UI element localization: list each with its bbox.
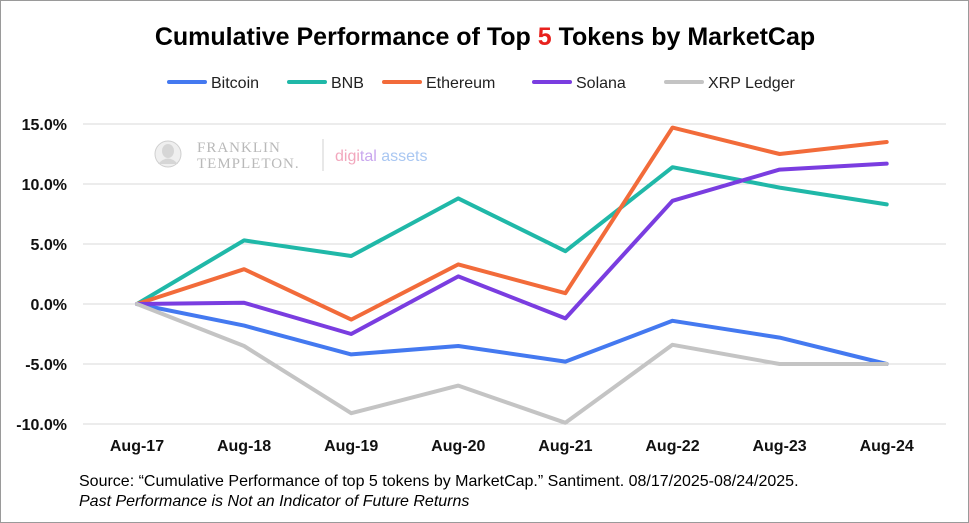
legend-label-bnb: BNB <box>331 75 364 92</box>
series-lines <box>135 125 889 425</box>
y-tick-label: -5.0% <box>25 357 67 374</box>
y-tick-label: -10.0% <box>16 417 67 434</box>
x-tick-label: Aug-20 <box>431 438 485 455</box>
chart-title: Cumulative Performance of Top 5 Tokens b… <box>155 23 815 51</box>
legend-label-solana: Solana <box>576 75 626 92</box>
disclaimer: Past Performance is Not an Indicator of … <box>79 493 470 510</box>
watermark-digital-assets: digital assets <box>335 148 428 165</box>
x-tick-label: Aug-24 <box>860 438 914 455</box>
legend: Bitcoin BNB Ethereum Solana XRP Ledger <box>167 75 796 92</box>
y-tick-label: 15.0% <box>22 117 67 134</box>
series-line-ethereum <box>135 125 889 322</box>
y-tick-label: 10.0% <box>22 177 67 194</box>
x-tick-label: Aug-19 <box>324 438 378 455</box>
y-tick-label: 0.0% <box>31 297 67 314</box>
x-tick-label: Aug-18 <box>217 438 271 455</box>
franklin-templeton-watermark: FRANKLIN TEMPLETON. digital assets <box>154 139 428 172</box>
x-tick-label: Aug-23 <box>752 438 806 455</box>
footer: Source: “Cumulative Performance of top 5… <box>79 472 959 512</box>
series-line-bnb <box>135 165 889 306</box>
series-line-bitcoin <box>135 302 889 366</box>
series-line-solana <box>135 161 889 336</box>
x-tick-label: Aug-21 <box>538 438 592 455</box>
series-line-xrp-ledger <box>135 302 889 425</box>
watermark-templeton: TEMPLETON. <box>197 156 300 172</box>
x-axis-tick-labels: Aug-17 Aug-18 Aug-19 Aug-20 Aug-21 Aug-22 Aug-… <box>110 438 914 455</box>
watermark-franklin: FRANKLIN <box>197 140 281 156</box>
legend-label-ethereum: Ethereum <box>426 75 495 92</box>
bust-logo-icon <box>154 140 182 168</box>
legend-label-xrp-ledger: XRP Ledger <box>708 75 796 92</box>
legend-label-bitcoin: Bitcoin <box>211 75 259 92</box>
source-note: Source: “Cumulative Performance of top 5… <box>79 473 799 490</box>
y-tick-label: 5.0% <box>31 237 67 254</box>
y-axis-tick-labels: 15.0% 10.0% 5.0% 0.0% -5.0% -10.0% <box>16 117 67 434</box>
line-chart: Cumulative Performance of Top 5 Tokens b… <box>16 23 946 455</box>
x-tick-label: Aug-22 <box>645 438 699 455</box>
x-tick-label: Aug-17 <box>110 438 164 455</box>
